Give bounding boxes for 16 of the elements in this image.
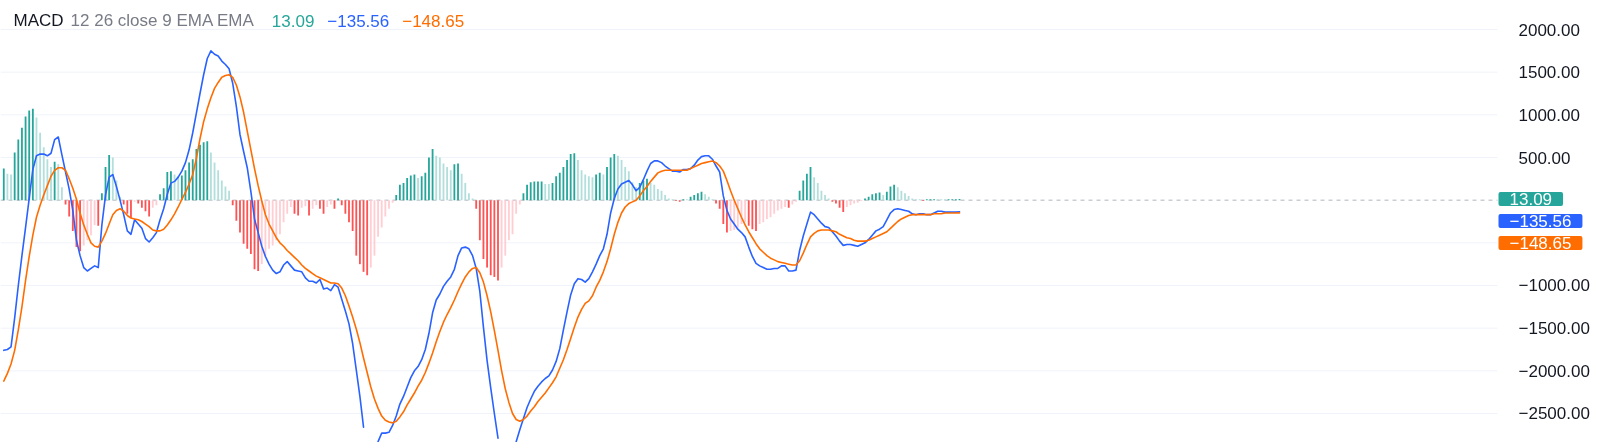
text: −148.65 (1509, 234, 1572, 254)
text: −135.56 (1509, 212, 1572, 232)
y-tick-label: 1000.00 (1518, 105, 1580, 125)
y-tick-label: 500.00 (1518, 148, 1571, 168)
y-tick-label: −1500.00 (1518, 319, 1590, 339)
y-tick-label: −2500.00 (1518, 404, 1590, 424)
annotation: −148.65 (402, 11, 465, 31)
y-tick-label: 2000.00 (1518, 20, 1580, 40)
annotation: 13.09 (271, 11, 315, 31)
text: 13.09 (1509, 190, 1553, 210)
y-tick-label: −2000.00 (1518, 361, 1590, 381)
y-tick-label: 1500.00 (1518, 63, 1580, 83)
y-tick-label: −1000.00 (1518, 276, 1590, 296)
annotation: −135.56 (327, 11, 390, 31)
text: 12 26 close 9 EMA EMA (70, 11, 255, 30)
text: MACD (13, 11, 64, 30)
